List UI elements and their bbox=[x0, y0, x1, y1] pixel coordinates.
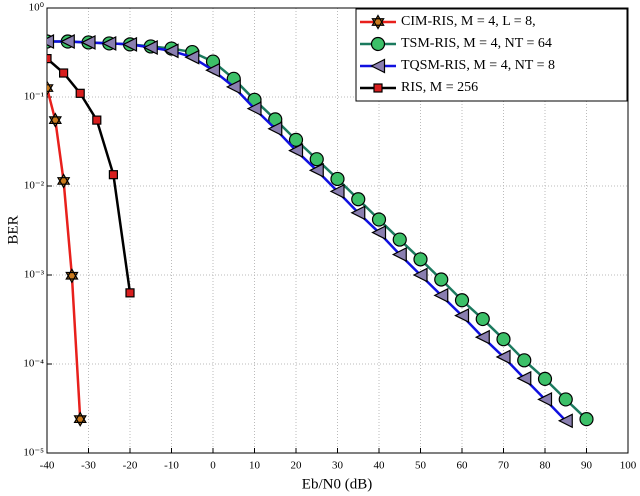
x-axis-label: Eb/N0 (dB) bbox=[302, 476, 372, 492]
marker bbox=[47, 34, 55, 50]
plot-frame bbox=[46, 7, 629, 454]
marker bbox=[350, 205, 366, 221]
legend-label: TQSM-RIS, M = 4, NT = 8 bbox=[401, 58, 555, 73]
marker bbox=[108, 170, 119, 180]
y-tick-label: 10⁻¹ bbox=[24, 91, 44, 103]
y-tick-label: 10⁻³ bbox=[24, 269, 45, 281]
marker bbox=[329, 183, 345, 199]
x-tick-label: -20 bbox=[123, 460, 138, 472]
marker bbox=[47, 54, 52, 64]
marker bbox=[558, 392, 573, 407]
x-tick-label: 80 bbox=[540, 460, 552, 472]
marker bbox=[308, 162, 324, 178]
x-tick-label: 30 bbox=[332, 460, 344, 472]
x-tick-label: 20 bbox=[291, 460, 303, 472]
x-tick-label: 0 bbox=[210, 460, 216, 472]
marker bbox=[433, 287, 449, 303]
marker bbox=[125, 288, 135, 298]
marker bbox=[48, 112, 62, 128]
marker bbox=[373, 83, 383, 93]
marker bbox=[434, 272, 449, 287]
marker bbox=[92, 115, 102, 125]
marker bbox=[392, 232, 407, 247]
marker bbox=[557, 413, 573, 429]
marker bbox=[75, 88, 85, 98]
x-tick-label: 10 bbox=[249, 460, 261, 472]
x-tick-label: -30 bbox=[81, 460, 96, 472]
marker bbox=[516, 370, 532, 386]
marker bbox=[454, 308, 470, 324]
marker bbox=[47, 80, 54, 96]
marker bbox=[495, 349, 511, 365]
series-layer bbox=[47, 34, 594, 429]
marker bbox=[412, 267, 428, 283]
marker bbox=[246, 101, 262, 117]
marker bbox=[537, 371, 553, 387]
marker bbox=[537, 391, 553, 407]
marker bbox=[73, 411, 87, 427]
marker bbox=[59, 34, 75, 50]
legend-label: RIS, M = 256 bbox=[401, 80, 478, 95]
marker bbox=[475, 311, 490, 327]
x-tick-label: 70 bbox=[498, 460, 510, 472]
marker bbox=[205, 62, 221, 78]
y-tick-label: 10⁻² bbox=[24, 180, 45, 192]
marker bbox=[288, 132, 304, 147]
marker bbox=[413, 252, 428, 267]
x-tick-label: 100 bbox=[620, 460, 637, 472]
marker bbox=[454, 293, 470, 308]
marker bbox=[142, 40, 158, 55]
marker bbox=[371, 14, 385, 30]
y-tick-label: 10⁻⁴ bbox=[23, 358, 44, 370]
marker bbox=[496, 332, 511, 347]
marker bbox=[371, 212, 387, 227]
marker bbox=[56, 173, 71, 189]
legend-label: TSM-RIS, M = 4, NT = 64 bbox=[401, 36, 552, 51]
x-tick-label: 60 bbox=[457, 460, 469, 472]
marker bbox=[474, 329, 490, 345]
marker bbox=[370, 36, 386, 52]
marker bbox=[517, 353, 532, 368]
x-tick-label: -10 bbox=[164, 460, 179, 472]
legend-label: CIM-RIS, M = 4, L = 8, bbox=[401, 14, 536, 29]
marker bbox=[122, 36, 138, 52]
marker bbox=[288, 143, 304, 159]
marker bbox=[184, 49, 200, 65]
marker bbox=[391, 247, 407, 262]
x-tick-label: 50 bbox=[415, 460, 427, 472]
marker bbox=[101, 35, 117, 51]
x-tick-label: -40 bbox=[40, 460, 55, 472]
marker bbox=[58, 68, 69, 78]
marker bbox=[267, 121, 283, 137]
y-tick-label: 10⁻⁵ bbox=[23, 447, 44, 459]
y-tick-label: 10⁰ bbox=[29, 2, 45, 14]
marker bbox=[351, 192, 366, 207]
y-axis-label: BER bbox=[5, 215, 21, 244]
marker bbox=[371, 225, 387, 241]
marker bbox=[163, 43, 179, 59]
marker bbox=[225, 79, 241, 95]
x-tick-label: 90 bbox=[581, 460, 593, 472]
marker bbox=[330, 171, 345, 187]
marker bbox=[65, 268, 79, 284]
marker bbox=[309, 152, 324, 167]
marker bbox=[80, 34, 96, 50]
x-tick-label: 40 bbox=[374, 460, 386, 472]
marker bbox=[579, 412, 594, 427]
marker bbox=[370, 58, 386, 74]
legend-box bbox=[355, 8, 628, 102]
